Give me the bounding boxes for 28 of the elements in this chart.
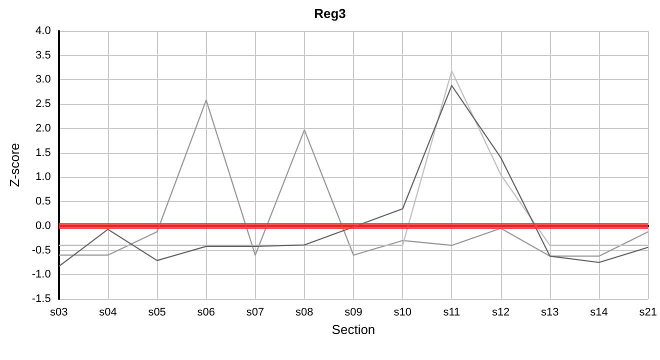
y-tick-label: 2.0 [36,122,51,134]
y-tick-label: -0.5 [32,244,51,256]
x-tick-label: s12 [492,306,510,318]
y-tick-label: 0.5 [36,196,51,208]
x-tick-label: s11 [443,306,460,318]
y-tick-label: 3.0 [36,74,51,86]
chart-title: Reg3 [314,6,346,21]
x-tick-label: s21 [639,306,658,318]
y-axis-title: Z-score [7,142,22,188]
y-tick-label: 3.5 [36,49,51,62]
y-tick-label: -1.5 [32,293,51,305]
x-axis-title: Section [332,322,376,337]
x-tick-label: s09 [344,306,362,318]
y-tick-label: 1.5 [36,146,51,159]
y-tick-label: 4.0 [36,25,51,37]
x-tick-label: s07 [246,306,264,318]
x-tick-label: s13 [541,306,559,318]
x-tick-label: s08 [296,306,314,318]
x-tick-label: s03 [50,306,68,318]
y-tick-label: 1.0 [36,171,51,184]
x-tick-label: s10 [394,306,412,318]
x-tick-label: s14 [590,306,608,318]
x-tick-label: s06 [197,306,216,318]
y-tick-label: 2.5 [36,98,51,110]
y-tick-label: 0.0 [36,220,51,232]
x-tick-label: s04 [99,306,117,318]
y-tick-label: -1.0 [32,268,51,281]
x-tick-label: s05 [148,306,166,318]
